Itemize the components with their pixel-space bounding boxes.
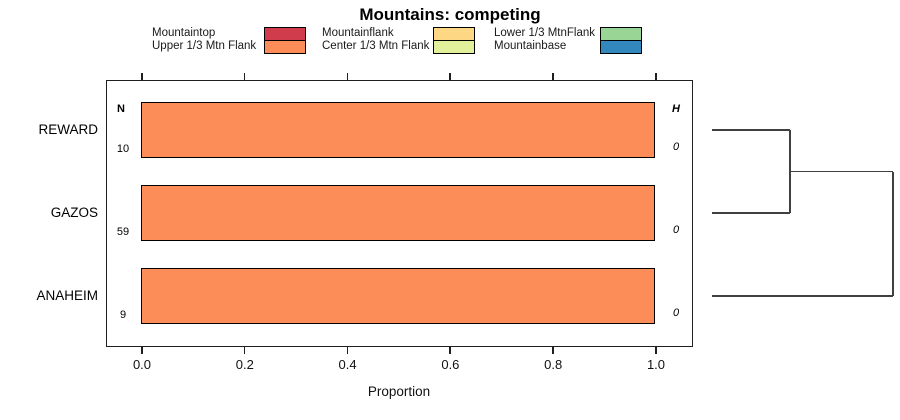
legend-label: Lower 1/3 MtnFlank: [494, 27, 595, 39]
x-tick-top: [655, 73, 657, 80]
x-axis-label: Proportion: [367, 384, 431, 399]
bar-segment-reward: [141, 102, 655, 158]
x-tick-top: [346, 73, 349, 80]
x-tick-top: [141, 73, 143, 80]
h-value-anaheim: 0: [672, 307, 680, 319]
h-value-gazos: 0: [672, 224, 680, 236]
legend-labels-col-1: Mountaintop Upper 1/3 Mtn Flank: [152, 27, 256, 53]
n-value-anaheim: 9: [119, 309, 127, 321]
category-label-gazos: GAZOS: [50, 205, 98, 220]
category-label-anaheim: ANAHEIM: [36, 288, 98, 303]
legend-swatches-col-1: [264, 27, 306, 54]
legend-label: Mountaintop: [152, 27, 216, 39]
x-tick-bottom: [243, 347, 246, 354]
x-tick-bottom: [552, 347, 554, 354]
n-value-reward: 10: [116, 143, 130, 155]
x-tick-bottom: [655, 347, 657, 354]
x-tick-label: 0.4: [338, 357, 357, 372]
legend-label: Mountainbase: [494, 40, 567, 52]
x-tick-bottom: [449, 347, 451, 354]
dendrogram-join: [789, 130, 791, 213]
legend-swatch: [264, 39, 306, 54]
h-value-reward: 0: [672, 141, 680, 153]
legend-label: Upper 1/3 Mtn Flank: [152, 40, 257, 52]
legend-swatch: [433, 39, 475, 54]
x-tick-bottom: [346, 347, 349, 354]
dendrogram-branch: [712, 212, 790, 214]
legend-labels-col-3: Lower 1/3 MtnFlank Mountainbase: [494, 27, 595, 53]
x-tick-label: 0.2: [235, 357, 254, 372]
legend-label: Mountainflank: [322, 27, 394, 39]
x-tick-top: [552, 73, 554, 80]
dendrogram-join: [892, 171, 894, 296]
dendrogram-branch: [789, 170, 893, 173]
x-tick-label: 0.0: [132, 357, 152, 372]
bar-segment-anaheim: [141, 268, 655, 324]
n-value-gazos: 59: [116, 226, 130, 238]
x-tick-label: 0.8: [544, 357, 563, 372]
legend-swatches-col-3: [600, 27, 642, 54]
legend-labels-col-2: Mountainflank Center 1/3 Mtn Flank: [322, 27, 429, 53]
dendrogram-branch: [712, 295, 893, 297]
x-tick-label: 0.6: [441, 357, 460, 372]
plot-box: [106, 80, 693, 347]
legend-swatches-col-2: [433, 27, 475, 54]
category-label-reward: REWARD: [38, 122, 99, 137]
chart-title: Mountains: competing: [359, 5, 541, 24]
n-column-header: N: [117, 103, 125, 115]
h-column-header: H: [672, 103, 680, 115]
legend-swatch: [600, 39, 642, 54]
x-tick-label: 1.0: [646, 357, 666, 372]
bar-segment-gazos: [141, 185, 655, 241]
x-tick-top: [243, 73, 246, 80]
x-tick-top: [449, 73, 451, 80]
x-tick-bottom: [141, 347, 143, 354]
dendrogram-branch: [712, 129, 790, 131]
legend-label: Center 1/3 Mtn Flank: [322, 40, 430, 52]
